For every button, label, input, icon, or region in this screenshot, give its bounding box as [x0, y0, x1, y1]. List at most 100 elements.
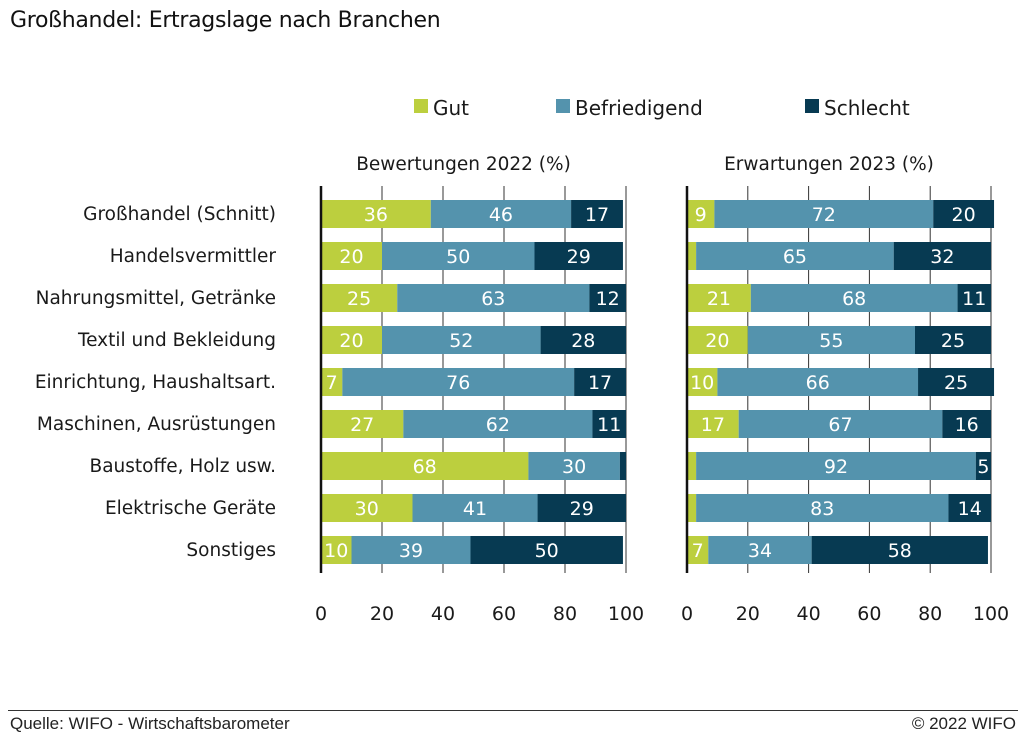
- bar-segment-befriedigend: [382, 326, 541, 354]
- chart-title: Großhandel: Ertragslage nach Branchen: [10, 8, 441, 33]
- bar-segment-gut: [687, 284, 751, 312]
- data-label: 30: [562, 456, 586, 478]
- bar-segment-schlecht: [918, 368, 995, 396]
- bar-segment-befriedigend: [696, 494, 949, 522]
- panel-title: Erwartungen 2023 (%): [724, 154, 934, 175]
- bar-segment-befriedigend: [696, 242, 894, 270]
- bar-segment-gut: [321, 200, 431, 228]
- data-label: 68: [413, 456, 437, 478]
- bar-segment-befriedigend: [351, 536, 471, 564]
- bar-segment-schlecht: [915, 326, 991, 354]
- data-label: 83: [810, 498, 834, 520]
- bar-segment-schlecht: [619, 452, 626, 480]
- data-label: 52: [449, 330, 473, 352]
- data-label: 92: [824, 456, 848, 478]
- bar-segment-schlecht: [534, 242, 623, 270]
- data-label: 5: [977, 456, 989, 478]
- stacked-bar-chart: Gut Befriedigend Schlecht Großhandel (Schn…: [35, 96, 1009, 625]
- data-label: 17: [701, 414, 725, 436]
- data-label: 58: [888, 540, 912, 562]
- bar-segment-gut: [321, 410, 404, 438]
- x-tick-label: 40: [431, 603, 455, 625]
- bar-segment-befriedigend: [738, 410, 943, 438]
- data-label: 25: [941, 330, 965, 352]
- legend-label-befriedigend: Befriedigend: [575, 96, 703, 120]
- data-label: 50: [535, 540, 559, 562]
- x-tick-label: 40: [797, 603, 821, 625]
- data-label: 21: [707, 288, 731, 310]
- x-tick-label: 80: [553, 603, 577, 625]
- category-label: Handelsvermittler: [110, 246, 277, 267]
- bar-segment-gut: [687, 494, 697, 522]
- panel-erwartungen-2023: Erwartungen 2023 (%) 9 72 20 65 32 21 68 11 20 55 2…: [681, 154, 1009, 625]
- source-note: Quelle: WIFO - Wirtschaftsbarometer: [10, 714, 290, 733]
- data-label: 28: [571, 330, 595, 352]
- bar-segment-befriedigend: [412, 494, 538, 522]
- bar-segment-gut: [687, 242, 697, 270]
- data-label: 68: [842, 288, 866, 310]
- copyright-note: © 2022 WIFO: [911, 714, 1016, 733]
- bar-segment-befriedigend: [696, 452, 976, 480]
- data-label: 10: [324, 540, 348, 562]
- bar-segment-schlecht: [811, 536, 988, 564]
- data-label: 66: [806, 372, 830, 394]
- bar-segment-schlecht: [540, 326, 626, 354]
- data-label: 32: [930, 246, 954, 268]
- data-label: 9: [695, 204, 707, 226]
- bar-segment-gut: [321, 536, 352, 564]
- data-label: 20: [705, 330, 729, 352]
- x-tick-label: 20: [736, 603, 760, 625]
- data-label: 11: [962, 288, 986, 310]
- category-label: Maschinen, Ausrüstungen: [37, 414, 276, 435]
- legend-label-gut: Gut: [433, 96, 469, 120]
- bar-segment-befriedigend: [747, 326, 915, 354]
- data-label: 11: [597, 414, 621, 436]
- data-label: 7: [326, 372, 338, 394]
- bar-segment-gut: [687, 410, 739, 438]
- data-label: 7: [692, 540, 704, 562]
- bar-segment-gut: [687, 452, 697, 480]
- bar-segment-gut: [321, 242, 382, 270]
- bar-segment-schlecht: [589, 284, 626, 312]
- bar-segment-befriedigend: [430, 200, 572, 228]
- category-label: Elektrische Geräte: [105, 498, 276, 519]
- data-label: 63: [481, 288, 505, 310]
- panel-bewertungen-2022: Bewertungen 2022 (%) 36 46 17 20 50 29 25 63 12 20…: [315, 154, 644, 625]
- data-label: 27: [350, 414, 374, 436]
- footer-divider: [8, 710, 1018, 711]
- bar-segment-schlecht: [948, 494, 991, 522]
- bar-segment-gut: [687, 368, 718, 396]
- x-tick-label: 100: [973, 603, 1009, 625]
- bar-segment-gut: [321, 368, 343, 396]
- bar-segment-gut: [321, 494, 413, 522]
- legend-swatch-befriedigend: [556, 99, 570, 113]
- legend-swatch-gut: [414, 99, 428, 113]
- bar-segment-schlecht: [574, 368, 626, 396]
- data-label: 62: [486, 414, 510, 436]
- data-label: 12: [596, 288, 620, 310]
- data-label: 36: [364, 204, 388, 226]
- bar-segment-gut: [321, 284, 398, 312]
- category-label: Einrichtung, Haushaltsart.: [35, 372, 276, 393]
- data-label: 41: [463, 498, 487, 520]
- x-tick-label: 100: [608, 603, 644, 625]
- bar-segment-befriedigend: [382, 242, 535, 270]
- bar-segment-schlecht: [975, 452, 991, 480]
- x-tick-label: 0: [315, 603, 327, 625]
- category-label: Textil und Bekleidung: [77, 330, 276, 351]
- data-label: 30: [355, 498, 379, 520]
- bar-segment-gut: [687, 200, 715, 228]
- x-tick-label: 20: [370, 603, 394, 625]
- legend-swatch-schlecht: [805, 99, 819, 113]
- data-label: 20: [339, 330, 363, 352]
- category-label: Sonstiges: [186, 540, 276, 561]
- category-label: Großhandel (Schnitt): [83, 204, 276, 225]
- data-label: 67: [828, 414, 852, 436]
- legend-label-schlecht: Schlecht: [824, 96, 910, 120]
- bar-segment-schlecht: [942, 410, 991, 438]
- x-tick-label: 60: [492, 603, 516, 625]
- panel-title: Bewertungen 2022 (%): [356, 154, 571, 175]
- bar-segment-befriedigend: [397, 284, 590, 312]
- data-label: 50: [446, 246, 470, 268]
- data-label: 34: [748, 540, 772, 562]
